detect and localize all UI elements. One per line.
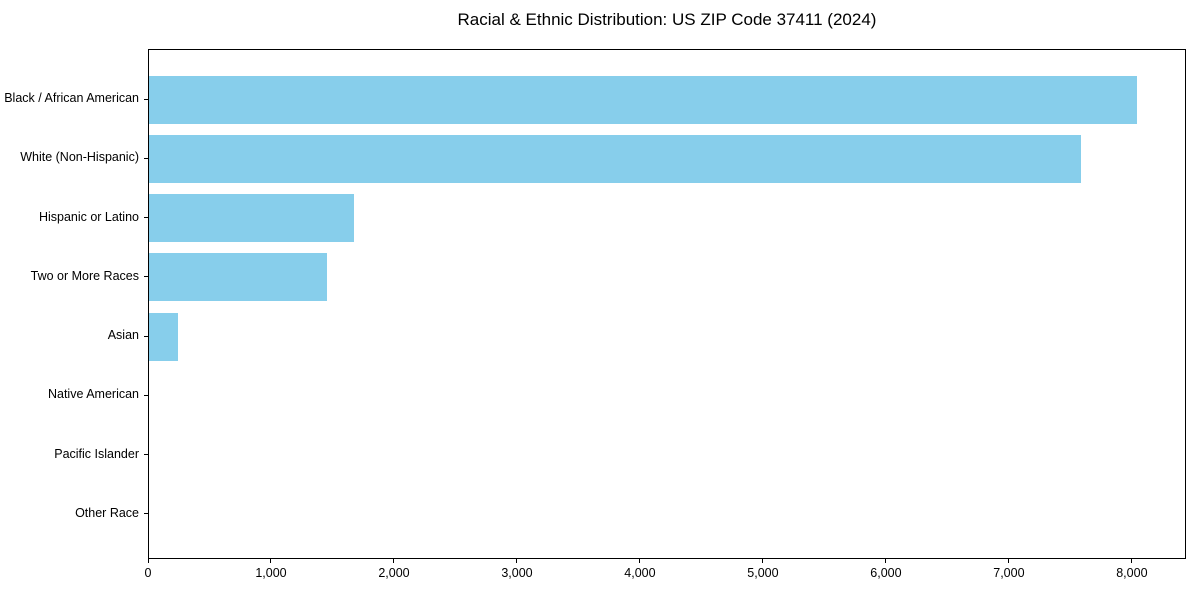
y-axis: Black / African American White (Non-Hispa… (0, 49, 148, 559)
y-axis-label: Two or More Races (30, 268, 139, 283)
bar (149, 134, 1081, 183)
x-tick-label: 4,000 (624, 566, 656, 580)
x-tick-mark (147, 559, 149, 563)
x-tick-label: 5,000 (747, 566, 779, 580)
x-tick-label: 7,000 (993, 566, 1025, 580)
bar (149, 75, 1138, 124)
y-tick-mark (144, 98, 148, 100)
x-tick-mark (1008, 559, 1010, 563)
y-axis-label: Native American (47, 387, 139, 402)
y-tick-mark (144, 454, 148, 456)
y-tick-mark (144, 394, 148, 396)
x-tick-label: 6,000 (870, 566, 902, 580)
y-axis-label: White (Non-Hispanic) (20, 150, 139, 165)
y-tick-mark (144, 217, 148, 219)
x-tick-mark (639, 559, 641, 563)
x-tick-label: 0 (144, 566, 152, 580)
bar (149, 194, 354, 243)
y-tick-mark (144, 276, 148, 278)
y-axis-label: Other Race (75, 505, 139, 520)
x-tick-mark (516, 559, 518, 563)
bar (149, 253, 327, 302)
y-axis-label: Pacific Islander (54, 446, 139, 461)
x-tick-label: 3,000 (501, 566, 533, 580)
x-tick-label: 1,000 (255, 566, 287, 580)
bar (149, 312, 179, 361)
y-axis-label: Asian (107, 328, 139, 342)
plot-area (148, 49, 1186, 559)
x-tick-label: 8,000 (1116, 566, 1148, 580)
y-tick-mark (144, 513, 148, 515)
y-axis-label: Hispanic or Latino (38, 209, 139, 224)
x-tick-mark (1131, 559, 1133, 563)
y-tick-mark (144, 157, 148, 159)
x-tick-mark (885, 559, 887, 563)
x-tick-mark (762, 559, 764, 563)
y-axis-label: Black / African American (4, 91, 139, 105)
chart-title: Racial & Ethnic Distribution: US ZIP Cod… (457, 10, 877, 29)
x-tick-mark (393, 559, 395, 563)
y-tick-mark (144, 335, 148, 337)
x-tick-mark (270, 559, 272, 563)
x-axis: 0 1,000 2,000 3,000 4,000 5,000 6,000 7,000 8,00… (145, 559, 1186, 599)
x-tick-label: 2,000 (378, 566, 410, 580)
